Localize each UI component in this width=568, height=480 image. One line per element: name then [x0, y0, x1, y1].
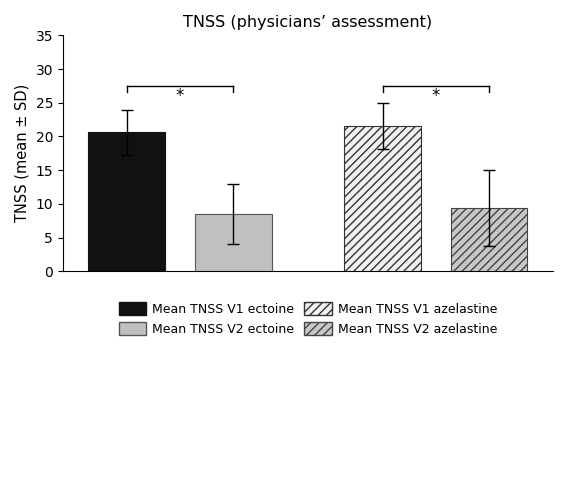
Bar: [195, 214, 272, 271]
Text: *: *: [176, 86, 184, 105]
Bar: [344, 126, 421, 271]
Bar: [451, 208, 528, 271]
Legend: Mean TNSS V1 ectoine, Mean TNSS V2 ectoine, Mean TNSS V1 azelastine, Mean TNSS V: Mean TNSS V1 ectoine, Mean TNSS V2 ectoi…: [114, 297, 502, 341]
Text: *: *: [432, 86, 440, 105]
Y-axis label: TNSS (mean ± SD): TNSS (mean ± SD): [15, 84, 30, 223]
Bar: [89, 132, 165, 271]
Title: TNSS (physicians’ assessment): TNSS (physicians’ assessment): [183, 15, 432, 30]
